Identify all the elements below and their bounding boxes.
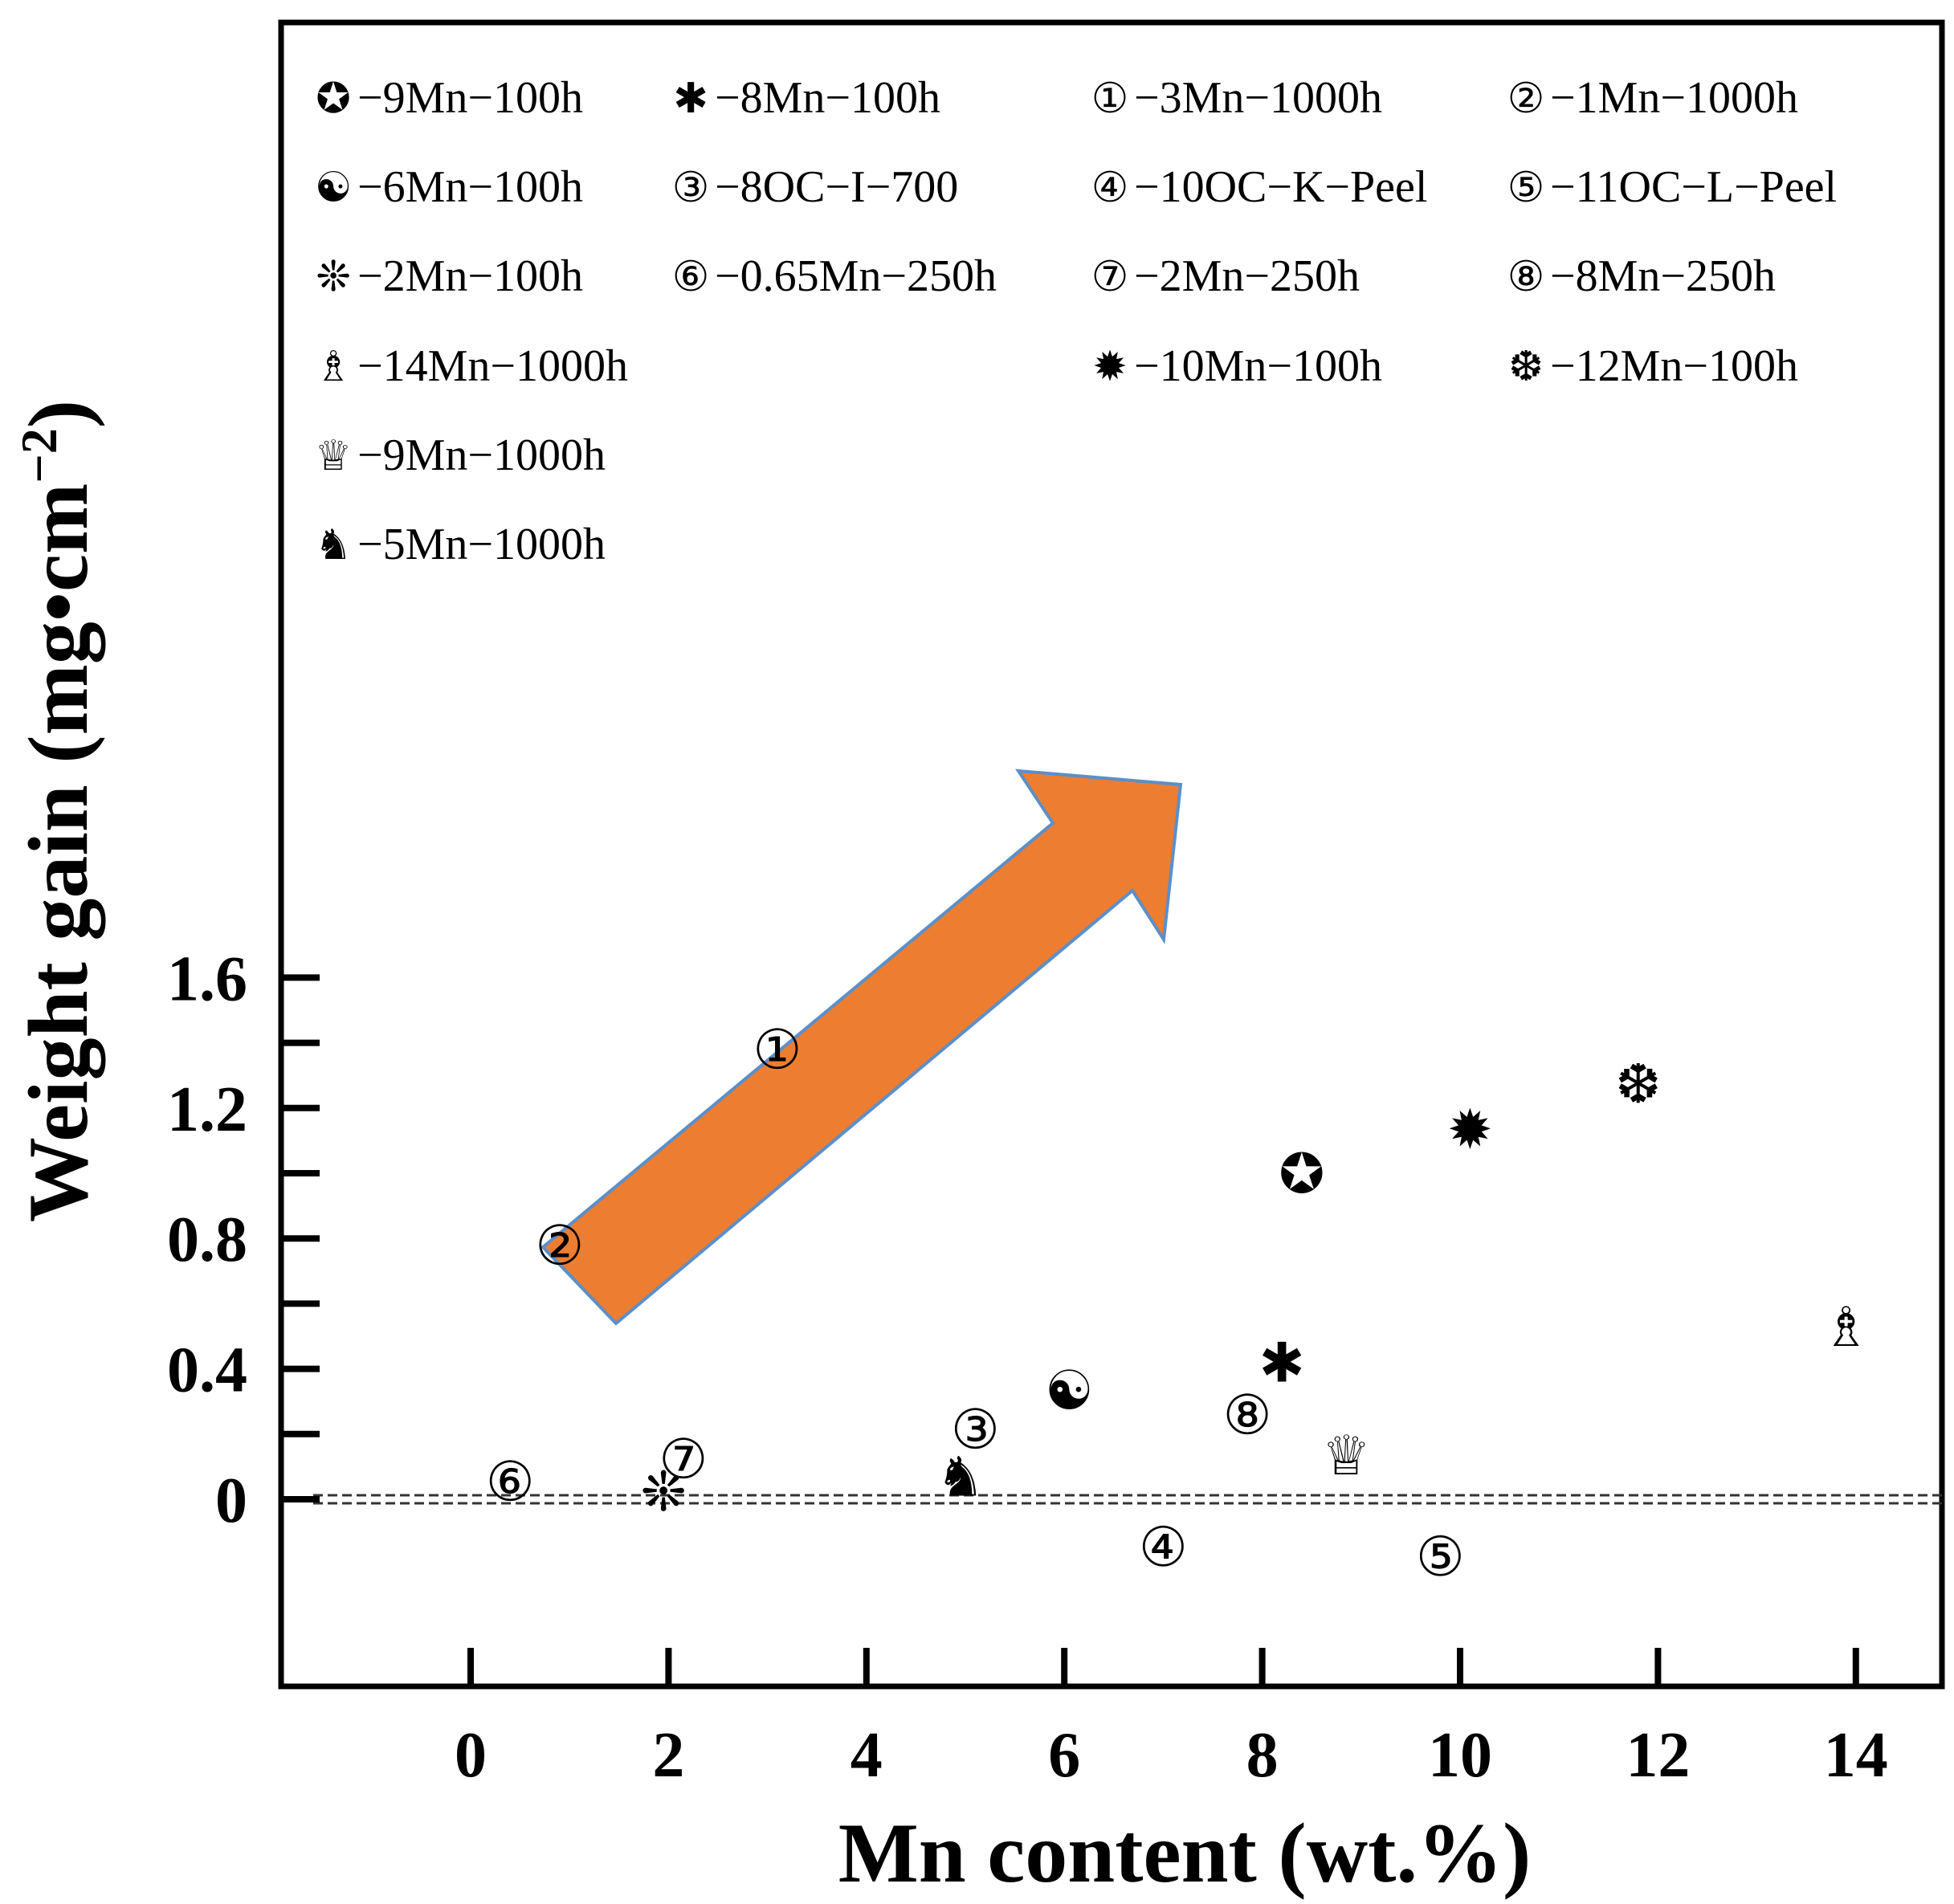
- legend-symbol: ⑦: [1091, 253, 1129, 301]
- x-tick-label: 10: [1428, 1720, 1492, 1791]
- data-points: ✪ ✱ ① ② ☯ ③ ④ ⑤ ❊ ⑥ ⑦ ⑧ ♗ ✹ ❆ ♕ ♞: [486, 1019, 1870, 1589]
- legend: ✪ −9Mn−100h ✱ −8Mn−100h ① −3Mn−1000h ② −1Mn−100…: [315, 73, 1837, 569]
- x-tick-label: 4: [851, 1720, 883, 1791]
- y-axis-label-group: Weight gain (mg•cm−2): [10, 400, 105, 1222]
- legend-label: −3Mn−1000h: [1134, 73, 1382, 123]
- x-tick-label: 8: [1246, 1720, 1279, 1791]
- data-point: ④: [1139, 1516, 1188, 1580]
- data-point: ☯: [1045, 1360, 1094, 1423]
- legend-symbol: ♞: [315, 521, 353, 569]
- data-point: ③: [951, 1399, 1000, 1462]
- data-point: ❊: [641, 1461, 687, 1524]
- data-point: ❆: [1615, 1053, 1661, 1116]
- x-axis-ticks: 0 2 4 6 8 10 12 14: [455, 1648, 1888, 1791]
- legend-label: −8Mn−250h: [1550, 251, 1776, 301]
- zero-reference-line: [313, 1494, 1942, 1505]
- legend-label: −6Mn−100h: [357, 162, 583, 212]
- y-tick-label: 1.6: [167, 944, 247, 1014]
- y-tick-label: 0: [215, 1466, 247, 1536]
- y-axis-label: Weight gain (mg•cm−2): [10, 400, 105, 1222]
- data-point: ①: [753, 1019, 802, 1082]
- legend-label: −10Mn−100h: [1134, 341, 1382, 391]
- data-point: ⑥: [486, 1451, 535, 1515]
- x-tick-label: 0: [455, 1720, 487, 1791]
- legend-label: −8Mn−100h: [715, 73, 940, 123]
- legend-label: −8OC−I−700: [715, 162, 958, 212]
- plot-border: [278, 19, 1945, 1690]
- trend-arrow-shape: [541, 769, 1183, 1326]
- legend-label: −11OC−L−Peel: [1550, 162, 1837, 212]
- data-point: ♕: [1322, 1425, 1371, 1488]
- legend-label: −1Mn−1000h: [1550, 73, 1798, 123]
- legend-label: −5Mn−1000h: [357, 520, 606, 569]
- data-point: ♞: [936, 1446, 985, 1510]
- legend-symbol: ①: [1091, 75, 1129, 123]
- legend-symbol: ⑧: [1507, 253, 1545, 301]
- legend-label: −0.65Mn−250h: [715, 251, 997, 301]
- y-tick-label: 1.2: [167, 1074, 247, 1145]
- data-point: ✪: [1279, 1143, 1324, 1206]
- legend-symbol: ✹: [1092, 343, 1128, 391]
- legend-label: −14Mn−1000h: [357, 341, 628, 391]
- legend-symbol: ⑥: [672, 253, 710, 301]
- legend-symbol: ✱: [673, 75, 708, 123]
- legend-symbol: ♕: [315, 432, 353, 480]
- legend-label: −9Mn−100h: [357, 73, 583, 123]
- x-tick-label: 2: [652, 1720, 684, 1791]
- data-point: ⑦: [659, 1428, 708, 1491]
- data-point: ⑤: [1416, 1526, 1465, 1589]
- legend-symbol: ④: [1091, 164, 1129, 212]
- data-point: ♗: [1821, 1296, 1870, 1360]
- legend-symbol: ⑤: [1507, 164, 1545, 212]
- legend-symbol: ❊: [316, 253, 351, 301]
- x-axis-label: Mn content (wt.%): [838, 1806, 1532, 1900]
- legend-label: −2Mn−100h: [357, 251, 583, 301]
- x-tick-label: 6: [1048, 1720, 1080, 1791]
- legend-symbol: ❆: [1508, 343, 1544, 391]
- x-tick-label: 14: [1824, 1720, 1888, 1791]
- data-point: ②: [535, 1214, 584, 1278]
- legend-symbol: ③: [672, 164, 710, 212]
- trend-arrow: [541, 769, 1183, 1326]
- y-axis-ticks: 0 0.4 0.8 1.2 1.6: [167, 944, 320, 1536]
- legend-label: −12Mn−100h: [1550, 341, 1798, 391]
- legend-symbol: ✪: [316, 75, 351, 123]
- y-tick-label: 0.8: [167, 1205, 247, 1275]
- legend-label: −2Mn−250h: [1134, 251, 1360, 301]
- legend-label: −10OC−K−Peel: [1134, 162, 1427, 212]
- y-tick-label: 0.4: [167, 1335, 247, 1406]
- legend-symbol: ♗: [315, 343, 353, 391]
- data-point: ⑧: [1223, 1384, 1272, 1447]
- data-point: ✱: [1259, 1331, 1305, 1395]
- legend-label: −9Mn−1000h: [357, 430, 606, 480]
- legend-symbol: ②: [1507, 75, 1545, 123]
- x-tick-label: 12: [1626, 1720, 1690, 1791]
- data-point: ✹: [1447, 1099, 1493, 1162]
- legend-symbol: ☯: [315, 164, 353, 212]
- plot-frame: [278, 19, 1945, 1690]
